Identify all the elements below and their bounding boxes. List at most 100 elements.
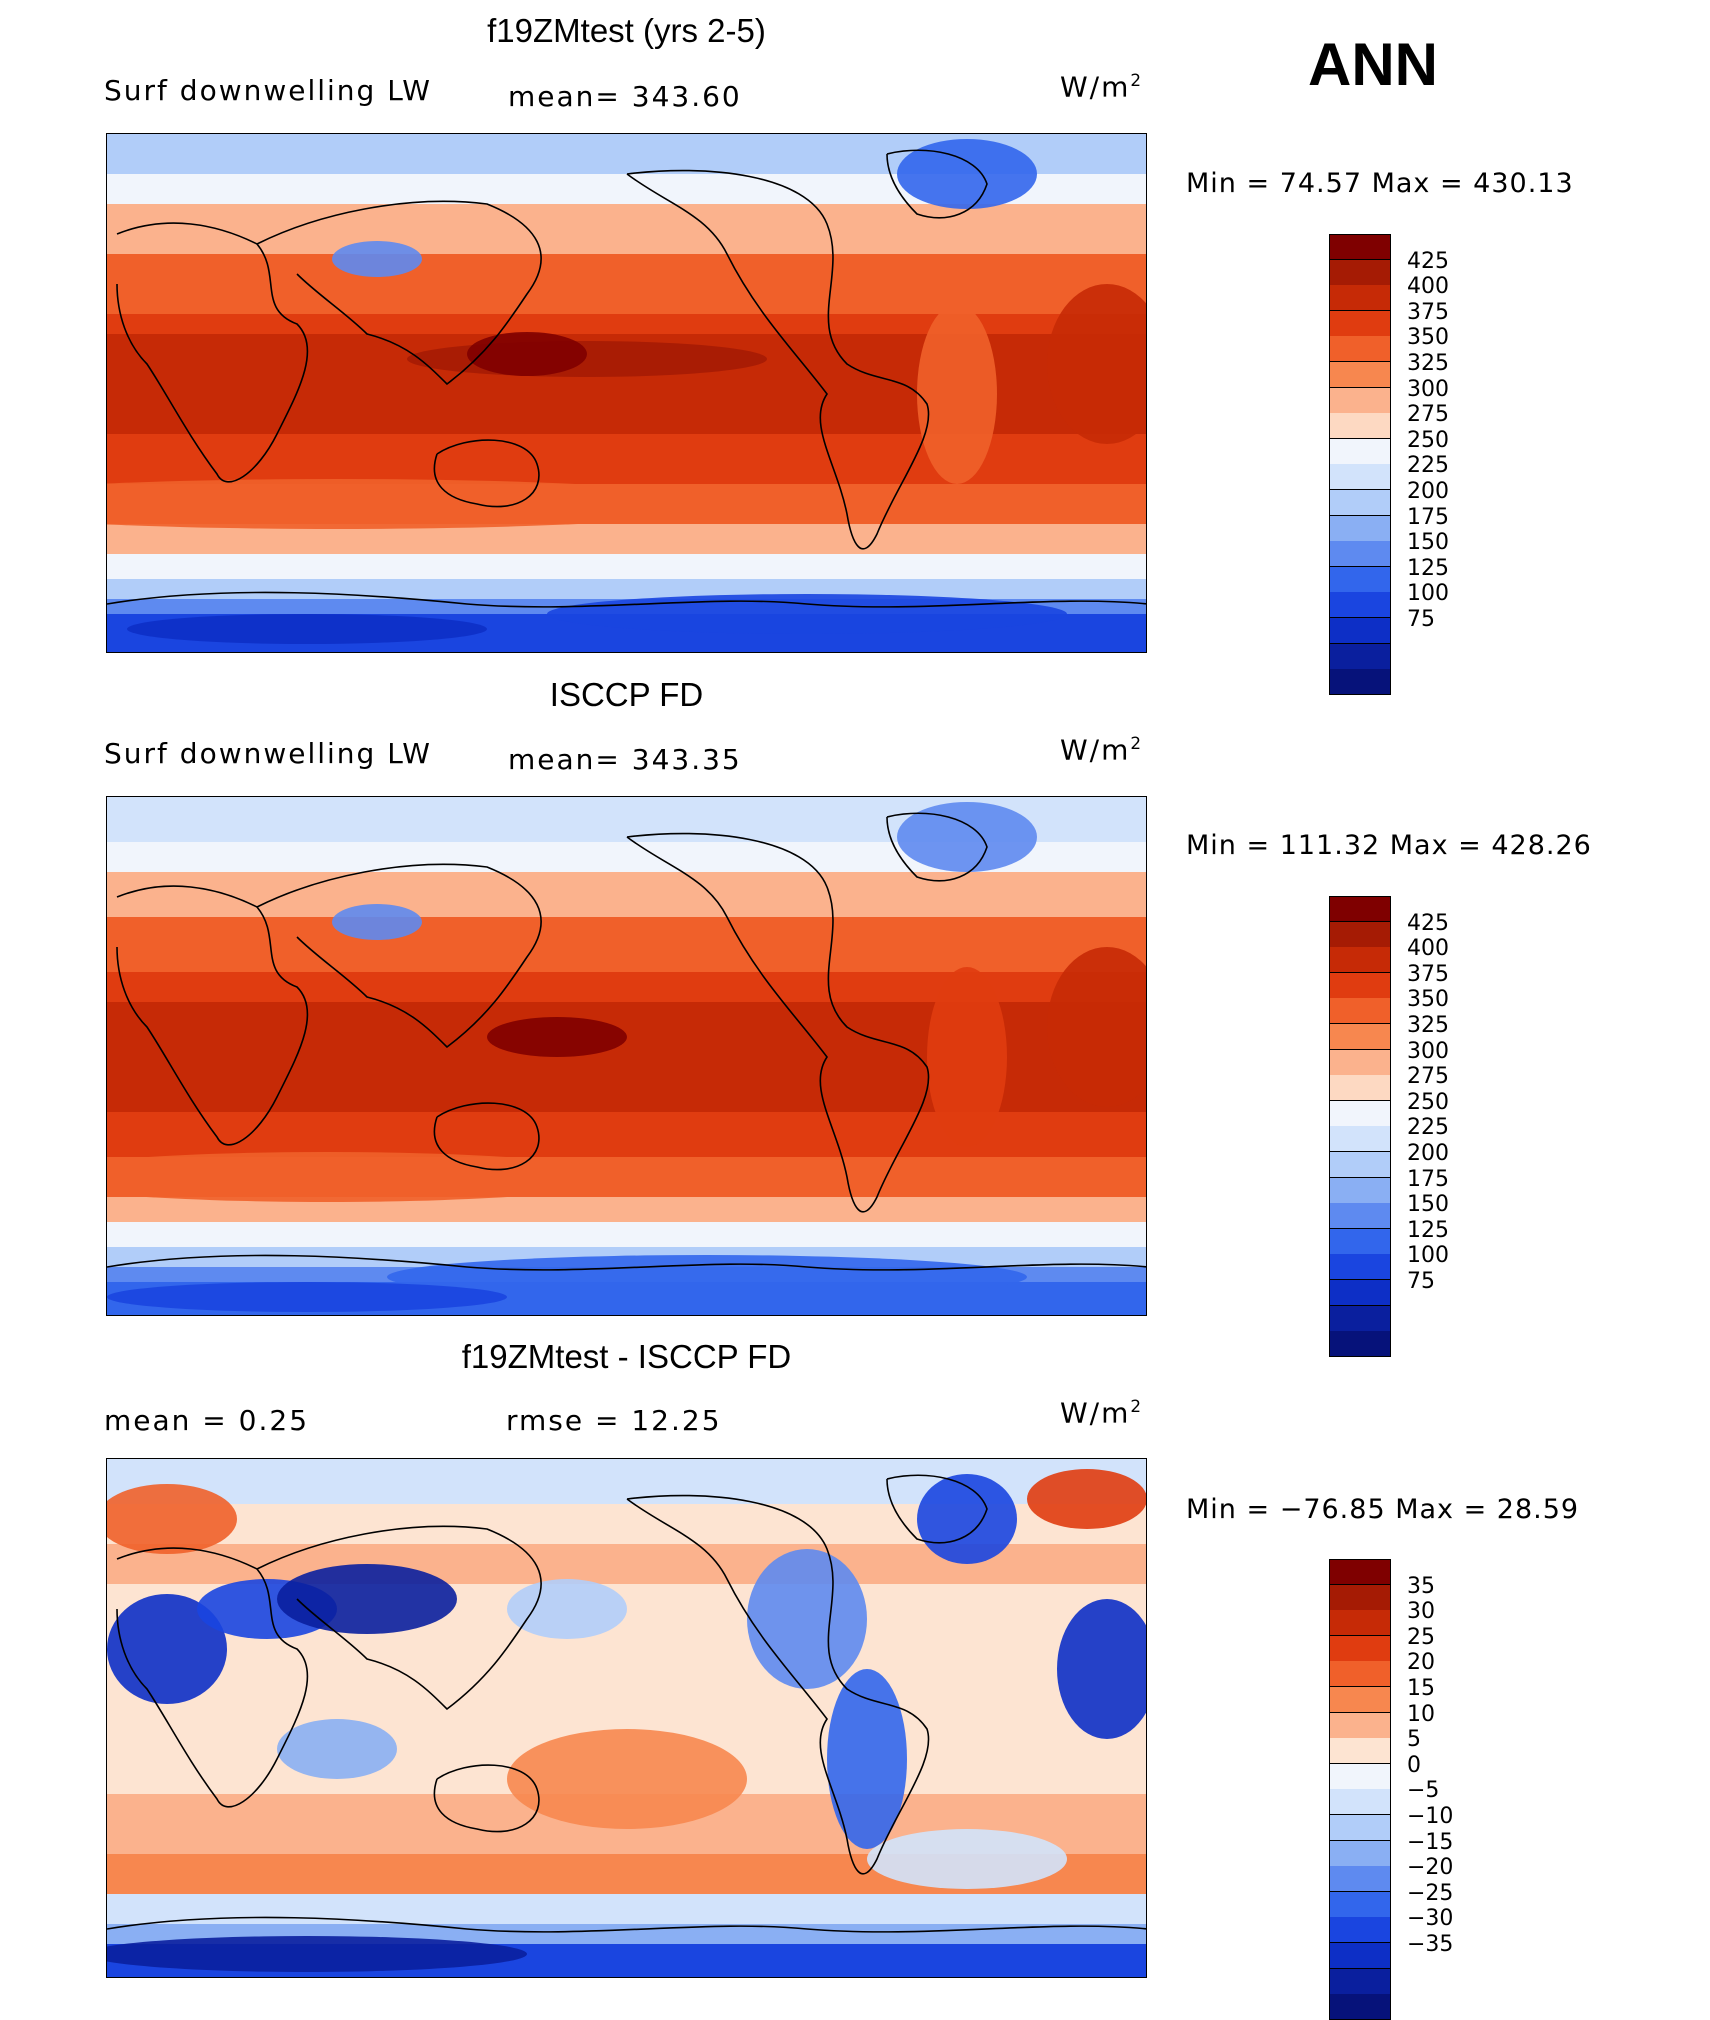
panel-3-mean-label: mean = 0.25 (104, 1404, 310, 1437)
colorbar-tick-label: 200 (1407, 1141, 1449, 1166)
colorbar-tick-label: 375 (1407, 961, 1449, 987)
colorbar-tick-label: 20 (1407, 1650, 1435, 1676)
field-anomaly (1057, 1599, 1146, 1739)
colorbar-tick-label: 350 (1407, 325, 1449, 351)
colorbar-frame (1329, 896, 1391, 1357)
colorbar-swatch (1329, 1610, 1391, 1637)
colorbar-tick-label: 30 (1407, 1599, 1435, 1625)
colorbar-tick-label: 400 (1407, 274, 1449, 300)
colorbar-tick-label: 425 (1407, 910, 1449, 936)
colorbar-swatch (1329, 285, 1391, 312)
panel-1-field (107, 134, 1146, 652)
colorbar-swatch (1329, 464, 1391, 491)
panel-2-mean-label: mean= 343.35 (508, 743, 742, 776)
colorbar-frame (1329, 234, 1391, 695)
colorbar-tick-label: 75 (1407, 1269, 1435, 1294)
panel-2-min-max: Min = 111.32 Max = 428.26 (1186, 830, 1592, 861)
colorbar-tick-label: 375 (1407, 299, 1449, 325)
field-anomaly (827, 1669, 907, 1849)
field-anomaly (547, 594, 1067, 634)
panel-3-map (106, 1458, 1147, 1978)
colorbar-tick-label: 350 (1407, 987, 1449, 1013)
colorbar-swatch (1329, 1049, 1391, 1076)
colorbar-tick-label: −20 (1407, 1855, 1454, 1881)
colorbar-tick-label: 400 (1407, 936, 1449, 962)
colorbar-tick-label: 10 (1407, 1701, 1435, 1727)
field-anomaly (107, 1936, 527, 1972)
colorbar-tick-label: 225 (1407, 1115, 1449, 1141)
colorbar-swatch (1329, 1177, 1391, 1204)
colorbar-tick-label: −10 (1407, 1804, 1454, 1829)
colorbar-swatch (1329, 1712, 1391, 1739)
colorbar-tick-label: 300 (1407, 1038, 1449, 1064)
field-anomaly (917, 304, 997, 484)
field-band (107, 254, 1146, 315)
field-anomaly (507, 1729, 747, 1829)
colorbar-tick-label: 175 (1407, 504, 1449, 530)
colorbar-tick-label: 100 (1407, 1243, 1449, 1269)
season-label: ANN (1308, 31, 1438, 98)
coastline (433, 439, 540, 508)
field-anomaly (897, 802, 1037, 872)
colorbar-tick-label: 125 (1407, 555, 1449, 581)
colorbar-tick-label: 250 (1407, 427, 1449, 453)
panel-2-variable-label: Surf downwelling LW (104, 737, 432, 770)
panel-1-mean-label: mean= 343.60 (508, 80, 742, 113)
panel-3-min-max: Min = −76.85 Max = 28.59 (1186, 1494, 1580, 1525)
colorbar-swatch (1329, 1126, 1391, 1153)
field-band (107, 872, 1146, 918)
colorbar-tick-label: 15 (1407, 1676, 1435, 1701)
panel-1-units: W/m2 (1060, 70, 1144, 104)
colorbar-tick-label: 125 (1407, 1217, 1449, 1243)
field-anomaly (1047, 947, 1146, 1107)
panel-2-coastlines (107, 812, 1146, 1271)
field-band (107, 524, 1146, 555)
field-anomaly (507, 1579, 627, 1639)
coastline (256, 863, 542, 1049)
colorbar-tick-label: 425 (1407, 248, 1449, 274)
coastline (433, 1764, 540, 1833)
colorbar-swatch (1329, 515, 1391, 542)
colorbar-tick-label: 250 (1407, 1089, 1449, 1115)
colorbar-swatch (1329, 592, 1391, 619)
coastline (886, 149, 988, 219)
field-anomaly (332, 904, 422, 940)
field-anomaly (107, 1282, 507, 1312)
colorbar-swatch (1329, 1152, 1391, 1179)
field-anomaly (867, 1829, 1067, 1889)
colorbar-tick-label: 200 (1407, 479, 1449, 504)
colorbar-tick-label: 150 (1407, 1192, 1449, 1218)
field-anomaly (277, 1719, 397, 1779)
field-anomaly (467, 332, 587, 376)
field-anomaly (407, 341, 767, 377)
colorbar-swatch (1329, 1559, 1391, 1586)
colorbar-tick-label: −35 (1407, 1932, 1454, 1957)
colorbar-tick-label: 25 (1407, 1624, 1435, 1650)
coastline (107, 1254, 1146, 1271)
coastline (626, 832, 930, 1213)
panel-2-map (106, 796, 1147, 1316)
coastline (107, 591, 1146, 608)
colorbar-swatch (1329, 1866, 1391, 1893)
colorbar-swatch (1329, 1024, 1391, 1051)
colorbar-swatch (1329, 618, 1391, 645)
field-band (107, 1222, 1146, 1248)
colorbar-tick-label: 35 (1407, 1573, 1435, 1599)
field-anomaly (747, 1549, 867, 1689)
colorbar-tick-label: 325 (1407, 1013, 1449, 1038)
colorbar-tick-label: 100 (1407, 581, 1449, 607)
colorbar-swatch (1329, 643, 1391, 670)
colorbar-swatch (1329, 896, 1391, 923)
field-anomaly (387, 1255, 1027, 1299)
colorbar-swatch (1329, 438, 1391, 465)
colorbar-swatch (1329, 1763, 1391, 1790)
panel-1-coastlines (107, 149, 1146, 608)
colorbar-tick-label: 5 (1407, 1727, 1421, 1753)
coastline (107, 1916, 1146, 1933)
field-anomaly (332, 241, 422, 277)
field-band (107, 579, 1146, 600)
colorbar-swatch (1329, 1305, 1391, 1332)
field-anomaly (1047, 284, 1146, 444)
colorbar-tick-label: 75 (1407, 607, 1435, 632)
field-band (107, 917, 1146, 973)
